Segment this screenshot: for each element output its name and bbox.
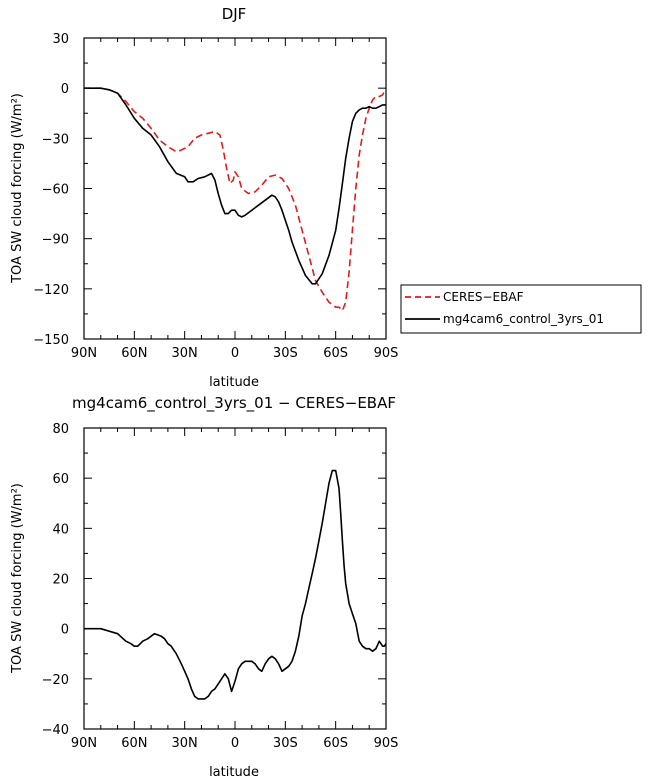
chart2-ylabel: TOA SW cloud forcing (W/m²) (10, 483, 25, 674)
chart2-series-line-0 (84, 469, 386, 700)
chart2-x-tick-label: 30S (273, 736, 298, 751)
chart2-x-tick-label: 60N (121, 736, 147, 751)
chart1-legend: CERES−EBAF mg4cam6_control_3yrs_01 (400, 284, 642, 334)
chart1-series-group (84, 87, 386, 312)
chart2-y-tick-label: −20 (42, 673, 69, 688)
chart2-y-tick-label: 60 (52, 472, 69, 487)
chart2-x-tick-label: 0 (231, 736, 239, 751)
chart1-plot-frame (83, 37, 387, 340)
chart1-series-line-0 (84, 87, 386, 312)
legend-label-ceres: CERES−EBAF (443, 290, 524, 304)
chart1-y-tick-label: −60 (42, 183, 69, 198)
chart1-y-tick-label: −120 (33, 283, 69, 298)
chart2-y-tick-label: 20 (52, 573, 69, 588)
chart1-x-tick-label: 60S (323, 346, 348, 361)
chart1-ticks: 90N 60N 30N 0 30S 60S 90S −150 −120 −90 −60 −30 0 30 (33, 32, 398, 361)
chart2-xlabel: latitude (209, 765, 259, 780)
chart2-x-tick-label: 90N (71, 736, 97, 751)
chart2-x-tick-label: 60S (323, 736, 348, 751)
chart1-y-tick-label: −150 (33, 333, 69, 348)
chart2-x-tick-label: 90S (374, 736, 399, 751)
chart2-y-tick-label: 0 (61, 623, 69, 638)
chart2-x-tick-label: 30N (172, 736, 198, 751)
chart1-y-tick-label: −90 (42, 233, 69, 248)
legend-label-model: mg4cam6_control_3yrs_01 (443, 312, 604, 326)
chart1-x-tick-label: 90S (374, 346, 399, 361)
chart1-title: DJF (222, 5, 247, 23)
chart-difference: mg4cam6_control_3yrs_01 − CERES−EBAF 90N… (10, 394, 398, 780)
chart1-ylabel: TOA SW cloud forcing (W/m²) (10, 93, 25, 284)
chart2-series-group (84, 469, 386, 700)
chart1-xlabel: latitude (209, 375, 259, 390)
chart1-x-tick-label: 0 (231, 346, 239, 361)
chart1-x-tick-label: 30S (273, 346, 298, 361)
chart1-series-line-1 (84, 87, 386, 285)
chart1-x-tick-label: 90N (71, 346, 97, 361)
chart1-legend-box (400, 284, 642, 334)
chart2-ticks: 90N 60N 30N 0 30S 60S 90S −40 −20 0 20 40 60 80 (42, 422, 399, 751)
chart2-y-tick-label: −40 (42, 723, 69, 738)
chart2-plot-frame (83, 427, 387, 730)
chart2-title: mg4cam6_control_3yrs_01 − CERES−EBAF (72, 394, 396, 413)
chart1-x-tick-label: 60N (121, 346, 147, 361)
chart1-y-tick-label: 0 (61, 82, 69, 97)
chart1-y-tick-label: −30 (42, 132, 69, 147)
chart2-y-tick-label: 80 (52, 422, 69, 437)
chart1-y-tick-label: 30 (52, 32, 69, 47)
chart2-y-tick-label: 40 (52, 522, 69, 537)
chart1-x-tick-label: 30N (172, 346, 198, 361)
chart-djf: DJF 90N 60N 30N 0 30S 60S 90S −150 −120 −90 −60 −30… (10, 5, 642, 390)
